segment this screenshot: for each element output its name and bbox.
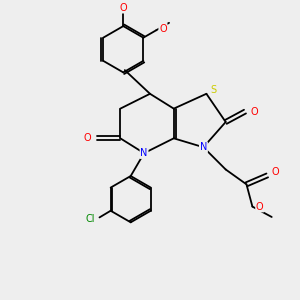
Text: O: O bbox=[119, 3, 127, 13]
Text: S: S bbox=[210, 85, 216, 95]
Text: O: O bbox=[250, 106, 258, 117]
Text: O: O bbox=[272, 167, 279, 178]
Text: N: N bbox=[140, 148, 148, 158]
Text: Cl: Cl bbox=[85, 214, 95, 224]
Text: N: N bbox=[200, 142, 207, 152]
Text: O: O bbox=[256, 202, 264, 212]
Text: O: O bbox=[159, 24, 167, 34]
Text: O: O bbox=[84, 133, 91, 143]
